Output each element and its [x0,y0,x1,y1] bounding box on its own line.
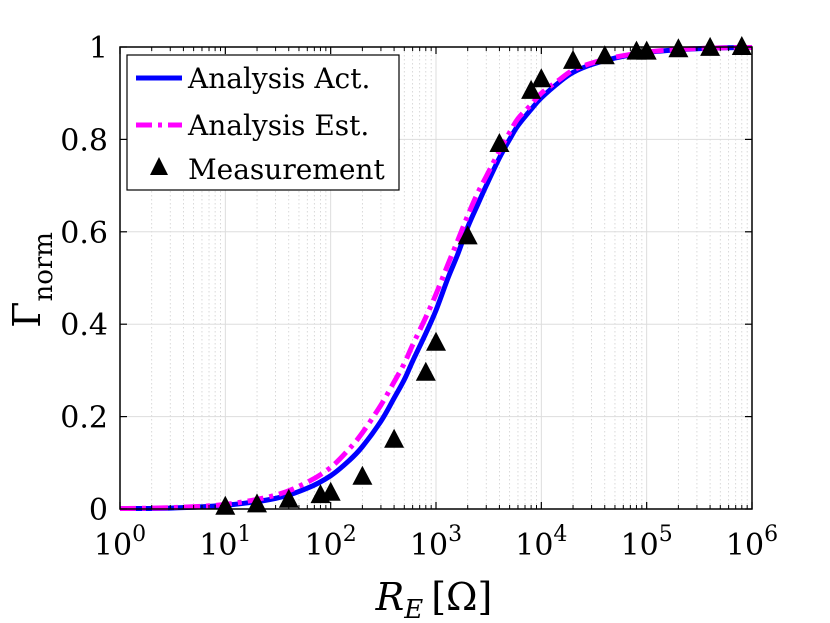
ticks [119,46,753,510]
x-tick-label: 100 [94,522,146,563]
x-tick-label: 101 [199,522,251,563]
measurement-point [247,493,267,513]
tick-labels: 100 101 102 103 104 105 106 0 0.2 0.4 0.6 0.8 1 [60,31,778,563]
measurement-point [594,45,615,65]
measurement-point [415,361,436,381]
measurement-point [521,79,542,99]
measurement-point [278,488,299,508]
measurement-point [384,428,405,448]
legend-swatch-measurement [150,157,168,175]
series-line-analysis-est [119,44,753,512]
x-tick-label: 105 [621,522,673,563]
measurement-point [489,133,510,152]
measurement-point [426,331,446,351]
x-axis-label: RE [Ω] [375,575,493,623]
x-tick-label: 102 [305,522,357,563]
x-tick-label: 104 [515,522,567,563]
legend-label-analysis-est: Analysis Est. [187,109,369,142]
measurement-point [457,225,478,245]
measurement-point [531,68,552,88]
y-tick-label: 1 [89,31,108,66]
y-tick-label: 0 [89,493,108,528]
legend: Analysis Act. Analysis Est. Measurement [126,54,400,191]
y-tick-label: 0.4 [60,308,108,343]
measurement-point [563,49,583,69]
measurement-point [352,465,373,485]
y-axis-label: Γnorm [5,232,59,328]
x-tick-label: 103 [410,522,462,563]
measurement-point [320,481,341,501]
legend-label-measurement: Measurement [188,153,385,186]
y-tick-label: 0.8 [60,123,108,158]
y-tick-label: 0.2 [60,401,108,436]
y-tick-label: 0.6 [60,216,108,251]
legend-label-analysis-act: Analysis Act. [187,62,370,95]
x-tick-label: 106 [726,522,778,563]
